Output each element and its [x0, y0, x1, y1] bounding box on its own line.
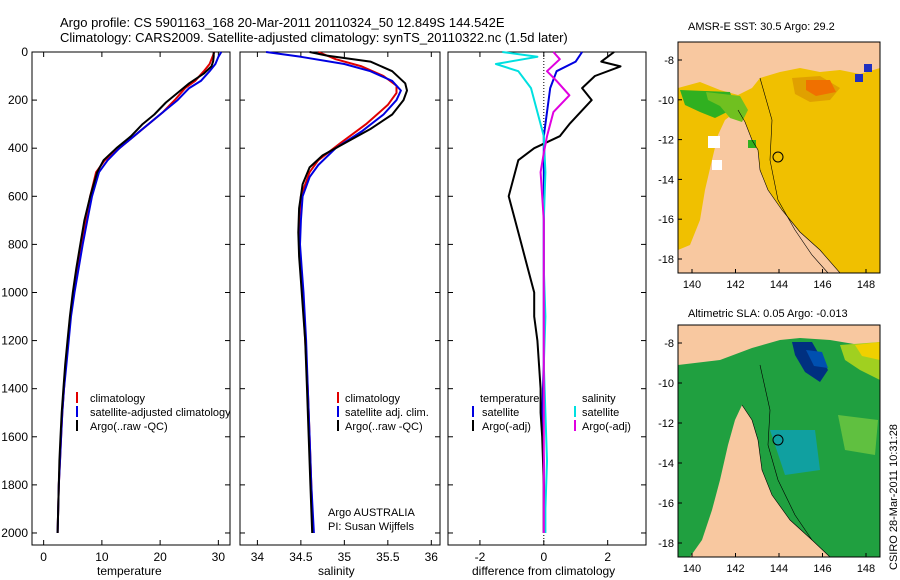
salinity-legend-satellite: satellite adj. clim.: [345, 407, 429, 419]
temperature-xlabel: temperature: [97, 564, 162, 578]
difference-series-temperature-satellite: [541, 51, 583, 533]
temperature-series-satellite-adjusted-climatology: [56, 51, 223, 534]
salinity-xtick-label: 34: [251, 550, 265, 564]
salinity-legend: climatology satellite adj. clim. Argo(..…: [337, 392, 429, 433]
depth-tick-label: 200: [8, 93, 28, 107]
sst-map-ytick-label: -18: [658, 254, 674, 266]
sla-map-image: [678, 325, 880, 558]
temperature-axes-frame: [31, 51, 231, 546]
sla-map-xtick-label: 140: [683, 563, 701, 575]
sla-map-xtick-label: 144: [770, 563, 788, 575]
salinity-legend-climatology: climatology: [345, 393, 401, 405]
depth-tick-label: 400: [8, 141, 28, 155]
salinity-series-climatology: [298, 51, 398, 534]
pi-label: PI: Susan Wijffels: [328, 521, 414, 533]
csiro-timestamp: CSIRO 28-Mar-2011 10:31:28: [888, 424, 900, 570]
sla-map-ytick-label: -12: [658, 418, 674, 430]
depth-tick-label: 1400: [1, 382, 28, 396]
temperature-legend-argo: Argo(..raw -QC): [90, 421, 168, 433]
difference-xtick-label: -2: [475, 550, 486, 564]
temperature-legend: climatology satellite-adjusted climatolo…: [76, 392, 231, 433]
legend-temperature-argo: Argo(-adj): [482, 421, 531, 433]
temperature-legend-climatology: climatology: [90, 393, 146, 405]
salinity-legend-argo: Argo(..raw -QC): [345, 421, 423, 433]
depth-tick-label: 1000: [1, 285, 28, 299]
sst-map-ytick-label: -14: [658, 174, 674, 186]
sla-map-ytick-label: -16: [658, 498, 674, 510]
sst-map-xtick-label: 144: [770, 279, 788, 291]
depth-tick-label: 2000: [1, 526, 28, 540]
legend-temperature-satellite: satellite: [482, 407, 519, 419]
temperature-series-argo-raw-qc: [56, 52, 215, 534]
sst-map-xtick-label: 142: [726, 279, 744, 291]
sla-map-ytick-label: -10: [658, 378, 674, 390]
temperature-panel: 0 10 20 30 0 200 400 600 800 1000 1200 1400 1600 1800…: [1, 45, 231, 578]
depth-tick-label: 600: [8, 189, 28, 203]
sla-map-ytick-label: -18: [658, 538, 674, 550]
temperature-xtick-label: 20: [153, 550, 167, 564]
sst-map-xtick-label: 148: [857, 279, 875, 291]
legend-salinity-argo: Argo(-adj): [582, 421, 631, 433]
legend-salinity-satellite: satellite: [582, 407, 619, 419]
temperature-series-climatology: [56, 51, 216, 534]
sla-map-xtick-label: 148: [857, 563, 875, 575]
depth-tick-label: 0: [21, 45, 28, 59]
sst-map-ytick-label: -10: [658, 95, 674, 107]
depth-tick-label: 800: [8, 237, 28, 251]
salinity-xtick-label: 36: [425, 550, 439, 564]
sla-map-ytick-label: -14: [658, 458, 674, 470]
sst-map-title: AMSR-E SST: 30.5 Argo: 29.2: [688, 21, 835, 33]
salinity-xtick-label: 35: [338, 550, 352, 564]
legend-temperature-heading: temperature: [480, 393, 539, 405]
sst-map-ytick-label: -12: [658, 135, 674, 147]
difference-axes-frame: [447, 51, 647, 546]
difference-legend: temperature satellite Argo(-adj) salinit…: [472, 393, 631, 433]
sst-map-xtick-label: 146: [813, 279, 831, 291]
depth-tick-label: 1800: [1, 478, 28, 492]
depth-tick-label: 1600: [1, 430, 28, 444]
sla-map-title: Altimetric SLA: 0.05 Argo: -0.013: [688, 308, 848, 320]
sst-map-ytick-label: -8: [664, 55, 674, 67]
argo-australia-label: Argo AUSTRALIA: [328, 507, 415, 519]
depth-tick-label: 1200: [1, 334, 28, 348]
temperature-legend-satellite: satellite-adjusted climatology: [90, 407, 231, 419]
salinity-xtick-label: 35.5: [376, 550, 400, 564]
difference-xtick-label: 0: [540, 550, 547, 564]
difference-series-salinity-satellite: [494, 51, 548, 533]
sla-map-xtick-label: 146: [813, 563, 831, 575]
header-line2: Climatology: CARS2009. Satellite-adjuste…: [60, 30, 568, 45]
sla-map: Altimetric SLA: 0.05 Argo: -0.013 140 142…: [658, 308, 881, 575]
salinity-series-argo-raw-qc: [297, 51, 408, 534]
sst-map-ytick-label: -16: [658, 214, 674, 226]
salinity-xtick-label: 34.5: [289, 550, 313, 564]
sst-map-xtick-label: 140: [683, 279, 701, 291]
temperature-xtick-label: 10: [95, 550, 109, 564]
temperature-xtick-label: 0: [40, 550, 47, 564]
difference-panel: -2 0 2 difference from climatology tempera…: [447, 51, 647, 578]
salinity-axes-frame: [239, 51, 441, 546]
difference-series-temperature-argo-adj: [507, 51, 622, 533]
temperature-xtick-label: 30: [212, 550, 226, 564]
difference-xtick-label: 2: [604, 550, 611, 564]
legend-salinity-heading: salinity: [582, 393, 616, 405]
sst-map: AMSR-E SST: 30.5 Argo: 29.2 140 142 144 146…: [658, 21, 881, 291]
salinity-xlabel: salinity: [318, 564, 355, 578]
salinity-panel: 34 34.5 35 35.5 36 salinity climatology sate…: [239, 51, 441, 578]
sst-map-image: [678, 42, 880, 274]
header-line1: Argo profile: CS 5901163_168 20-Mar-2011…: [60, 15, 505, 30]
difference-series-salinity-argo-adj: [539, 51, 571, 533]
sla-map-xtick-label: 142: [726, 563, 744, 575]
sla-map-ytick-label: -8: [664, 338, 674, 350]
salinity-series-satellite-adj-clim: [265, 51, 402, 534]
difference-xlabel: difference from climatology: [472, 564, 615, 578]
